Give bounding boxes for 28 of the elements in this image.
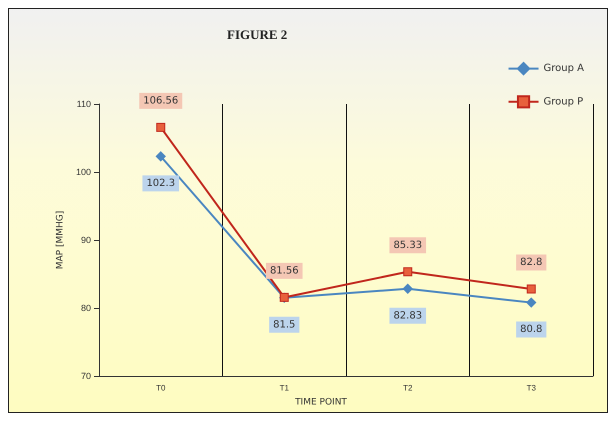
y-tick-label: 80 (80, 303, 91, 313)
chart-title: FIGURE 2 (227, 27, 288, 42)
point (526, 284, 536, 294)
y-tick-label: 70 (80, 371, 91, 381)
point (402, 284, 413, 294)
y-axis-title: MAP [MMHG] (56, 210, 66, 270)
point (526, 298, 536, 308)
data-label: 81.5 (273, 319, 296, 330)
legend-label: Group P (544, 96, 584, 108)
y-tick-label: 90 (80, 235, 91, 245)
data-label: 106.56 (143, 95, 178, 106)
point (156, 122, 166, 132)
y-tick-label: 100 (76, 167, 91, 177)
data-label: 81.56 (270, 265, 299, 276)
data-label: 82.83 (393, 310, 422, 322)
legend-label: Group A (544, 63, 584, 74)
x-tick-label: T1 (280, 384, 290, 392)
x-axis-title: TIME POINT (294, 398, 348, 408)
point (156, 151, 166, 162)
point (403, 267, 412, 276)
data-label: 82.8 (520, 256, 542, 268)
data-label: 85.33 (393, 240, 422, 251)
x-tick-label: T2 (403, 384, 413, 392)
x-tick-label: T0 (156, 384, 166, 392)
x-tick-label: T3 (526, 384, 536, 392)
y-tick-label: 110 (76, 99, 91, 109)
data-label: 80.8 (520, 324, 542, 336)
data-label: 102.3 (146, 178, 176, 189)
